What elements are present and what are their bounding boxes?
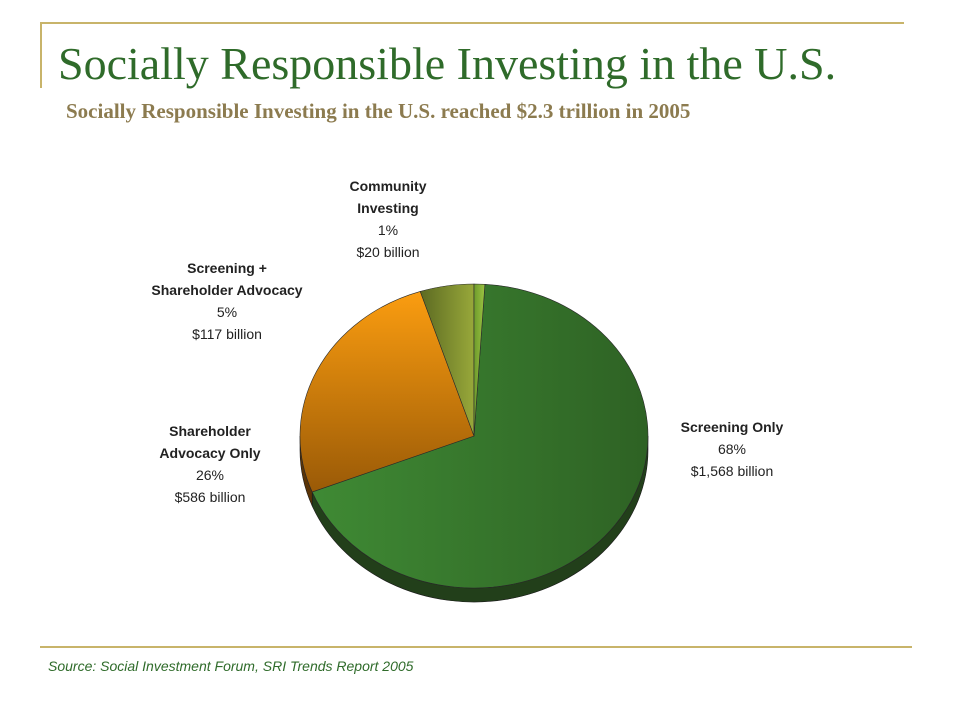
source-note: Source: Social Investment Forum, SRI Tre… — [48, 658, 414, 674]
pie-slice-community-investing — [473, 283, 486, 437]
label-shareholder-advocacy-value: $586 billion — [175, 489, 246, 505]
label-screening-only-percent: 68% — [718, 441, 746, 457]
pie-slice-screening-only — [311, 283, 649, 589]
label-screening-plus-advocacy-percent: 5% — [217, 304, 237, 320]
pie-slice-shareholder-advocacy — [299, 291, 475, 493]
page-title: Socially Responsible Investing in the U.… — [58, 38, 837, 89]
label-shareholder-advocacy-category: Shareholder — [169, 423, 251, 439]
pie-slices — [299, 283, 649, 589]
data-label-community-investing: Community Investing 1% $20 billion — [350, 178, 427, 260]
label-shareholder-advocacy-percent: 26% — [196, 467, 224, 483]
label-screening-plus-advocacy-category: Screening + — [187, 260, 267, 276]
page-subtitle: Socially Responsible Investing in the U.… — [66, 99, 691, 123]
pie-labels: Screening Only 68% $1,568 billion Sharehold… — [151, 178, 783, 505]
data-label-screening-only: Screening Only 68% $1,568 billion — [681, 419, 784, 479]
label-community-investing-category: Community — [350, 178, 427, 194]
label-community-investing-value: $20 billion — [356, 244, 419, 260]
data-label-shareholder-advocacy: Shareholder Advocacy Only 26% $586 billion — [159, 423, 260, 505]
label-screening-only-category: Screening Only — [681, 419, 784, 435]
bottom-rule — [40, 646, 912, 648]
top-rule — [40, 22, 904, 24]
label-screening-only-value: $1,568 billion — [691, 463, 774, 479]
label-community-investing-category: Investing — [357, 200, 418, 216]
left-rule — [40, 22, 42, 88]
label-screening-plus-advocacy-category: Shareholder Advocacy — [151, 282, 302, 298]
data-label-screening-plus-advocacy: Screening + Shareholder Advocacy 5% $117 bi… — [151, 260, 302, 342]
label-screening-plus-advocacy-value: $117 billion — [192, 326, 262, 342]
label-shareholder-advocacy-category: Advocacy Only — [159, 445, 260, 461]
label-community-investing-percent: 1% — [378, 222, 398, 238]
